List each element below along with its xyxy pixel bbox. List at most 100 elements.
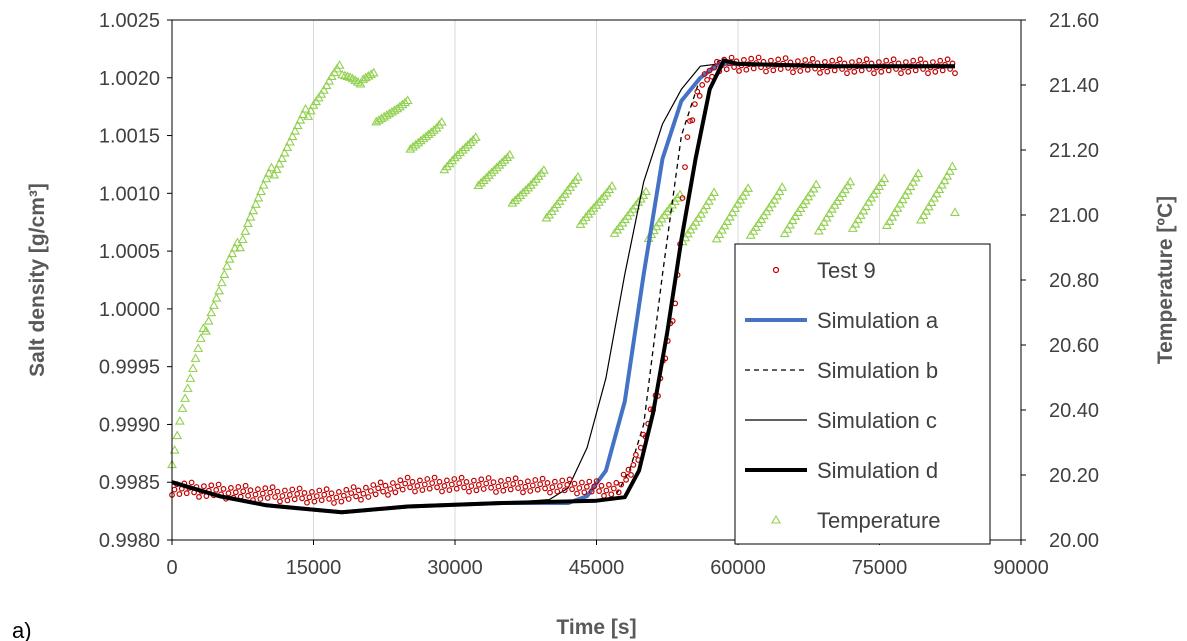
data-point — [245, 211, 256, 221]
data-point — [240, 488, 247, 495]
data-point — [254, 486, 261, 493]
data-point — [368, 67, 379, 77]
data-point — [847, 223, 858, 232]
data-point — [405, 143, 416, 153]
data-point — [858, 205, 869, 215]
data-point — [701, 71, 708, 77]
data-point — [939, 175, 950, 185]
data-point — [610, 485, 617, 492]
data-point — [813, 225, 824, 235]
data-point — [421, 481, 428, 488]
data-point — [679, 195, 686, 201]
data-point — [863, 56, 870, 63]
data-point — [500, 487, 507, 494]
data-point — [579, 479, 585, 486]
y2-tick-label: 20.40 — [1049, 400, 1099, 422]
data-point — [532, 477, 539, 483]
data-point — [703, 196, 714, 205]
data-point — [606, 181, 617, 190]
data-point — [296, 485, 303, 492]
data-point — [510, 195, 520, 205]
data-point — [345, 496, 352, 502]
data-point — [910, 57, 917, 64]
data-point — [895, 198, 905, 208]
data-point — [471, 477, 477, 484]
tick-labels: 0 15000 30000 45000 60000 75000 90000 0.9980 0.9… — [99, 10, 1099, 579]
x-tick-label: 45000 — [569, 557, 625, 579]
data-point — [583, 483, 590, 490]
data-point — [272, 494, 279, 500]
data-point — [496, 157, 507, 167]
data-point — [822, 59, 828, 65]
data-point — [853, 214, 864, 224]
data-point — [709, 187, 720, 197]
data-point — [318, 497, 325, 504]
data-point — [615, 489, 622, 496]
data-point — [237, 234, 248, 244]
data-point — [719, 220, 730, 230]
data-point — [512, 192, 523, 202]
data-point — [883, 57, 890, 64]
data-point — [950, 207, 960, 216]
data-point — [291, 496, 298, 503]
data-point — [915, 214, 926, 224]
data-point — [588, 488, 595, 495]
data-point — [313, 493, 320, 500]
data-point — [490, 479, 497, 486]
data-point — [290, 125, 301, 135]
data-point — [736, 67, 742, 74]
data-point — [527, 488, 534, 494]
legend-label: Simulation d — [817, 458, 938, 483]
legend-label: Temperature — [817, 508, 941, 533]
data-point — [591, 483, 598, 490]
data-point — [931, 188, 942, 198]
data-point — [515, 485, 521, 492]
data-point — [252, 491, 259, 498]
data-point — [606, 481, 612, 488]
data-point — [913, 168, 924, 178]
data-point — [316, 487, 323, 494]
data-point — [421, 131, 431, 141]
legend-label: Test 9 — [817, 258, 876, 283]
data-point — [572, 171, 583, 181]
data-point — [211, 292, 222, 302]
data-point — [884, 216, 895, 225]
data-point — [294, 491, 301, 497]
data-point — [279, 493, 286, 499]
data-point — [343, 486, 350, 493]
data-point — [397, 477, 404, 484]
data-point — [269, 484, 276, 491]
data-point — [201, 325, 211, 335]
data-point — [771, 190, 782, 200]
data-point — [554, 488, 561, 495]
data-point — [561, 487, 568, 494]
data-point — [510, 481, 517, 487]
y2-tick-label: 21.00 — [1049, 205, 1099, 227]
data-point — [601, 492, 607, 499]
data-point — [831, 67, 838, 74]
data-point — [512, 475, 519, 482]
data-point — [782, 224, 793, 233]
data-point — [936, 179, 947, 189]
y2-tick-label: 20.00 — [1049, 530, 1099, 552]
data-point — [787, 215, 798, 225]
data-point — [418, 133, 429, 143]
data-point — [208, 482, 215, 489]
data-point — [728, 54, 735, 61]
data-point — [704, 76, 710, 83]
data-point — [770, 67, 777, 74]
data-point — [774, 186, 785, 196]
data-point — [889, 207, 900, 217]
data-point — [174, 415, 185, 425]
data-point — [876, 59, 882, 65]
data-point — [245, 492, 252, 499]
data-point — [240, 226, 251, 235]
data-point — [247, 487, 254, 494]
data-point — [819, 217, 829, 226]
data-point — [451, 476, 458, 482]
data-point — [483, 480, 490, 487]
data-point — [215, 481, 222, 488]
data-point — [417, 477, 423, 484]
y-tick-label: 1.0015 — [99, 126, 160, 148]
data-point — [176, 491, 183, 498]
